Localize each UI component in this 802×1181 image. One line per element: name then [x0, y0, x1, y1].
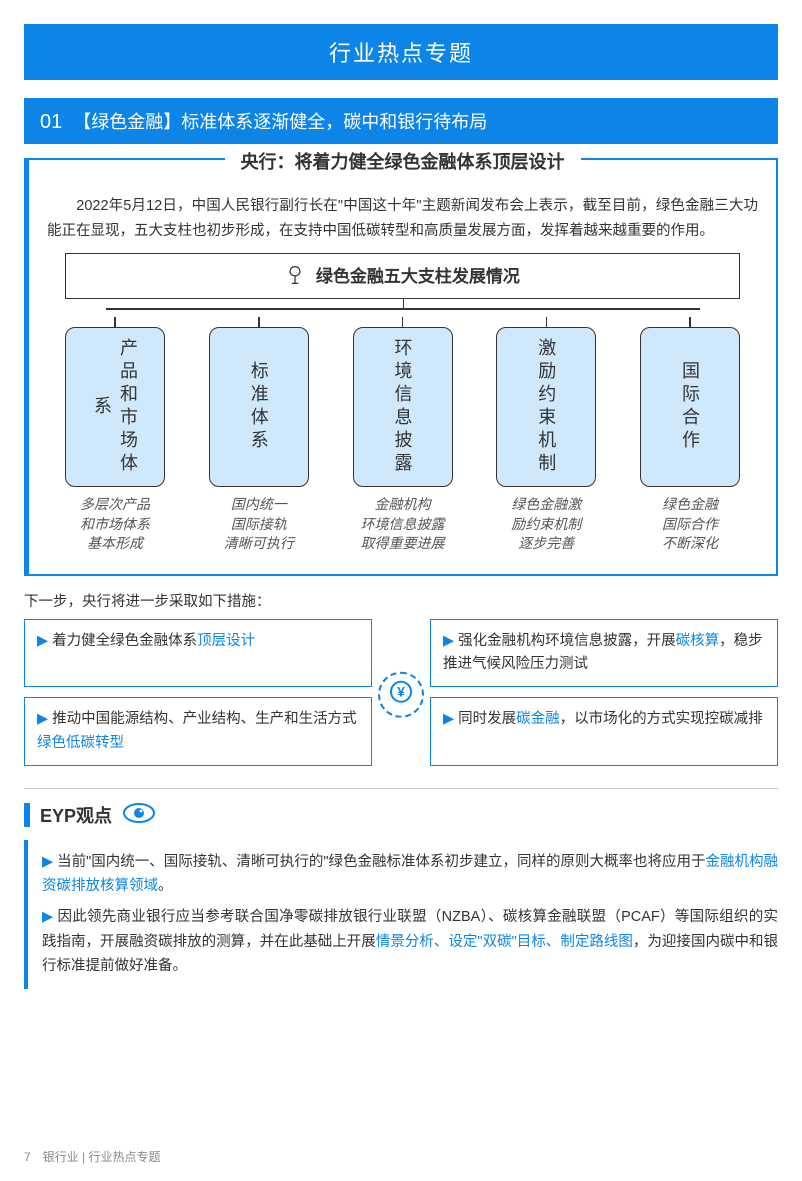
pillar-column: 产品和市场体系多层次产品和市场体系基本形成 [65, 317, 165, 554]
section-title: 标准体系逐渐健全，碳中和银行待布局 [181, 112, 487, 132]
pillar-box: 环境信息披露 [353, 327, 453, 487]
pillars-header: 绿色金融五大支柱发展情况 [65, 253, 740, 299]
pillar-name: 激励约束机制 [533, 338, 559, 476]
bullet-arrow-icon: ▶ [42, 854, 53, 870]
pillar-name: 产品和市场体系 [89, 328, 141, 486]
connector-lines [65, 299, 740, 317]
next-step-label: 下一步，央行将进一步采取如下措施： [24, 590, 778, 611]
eyp-point: ▶因此领先商业银行应当参考联合国净零碳排放银行业联盟（NZBA）、碳核算金融联盟… [42, 905, 778, 979]
measure-highlight: 顶层设计 [197, 633, 255, 649]
measure-highlight: 碳金融 [516, 711, 560, 727]
pillar-desc: 绿色金融国际合作不断深化 [640, 495, 740, 554]
eyp-pre: 当前"国内统一、国际接轨、清晰可执行的"绿色金融标准体系初步建立，同样的原则大概… [57, 854, 705, 870]
footer-label: 银行业 | 行业热点专题 [43, 1150, 161, 1164]
pillar-box: 激励约束机制 [496, 327, 596, 487]
eyp-header: EYP观点 [24, 801, 778, 830]
measure-highlight: 碳核算 [676, 633, 720, 649]
pillar-column: 环境信息披露金融机构环境信息披露取得重要进展 [353, 317, 453, 554]
measure-item: ▶强化金融机构环境信息披露，开展碳核算，稳步推进气候风险压力测试 [430, 619, 778, 687]
pillar-desc: 国内统一国际接轨清晰可执行 [209, 495, 309, 554]
eyp-point: ▶当前"国内统一、国际接轨、清晰可执行的"绿色金融标准体系初步建立，同样的原则大… [42, 850, 778, 899]
pillar-column: 激励约束机制绿色金融激励约束机制逐步完善 [496, 317, 596, 554]
eye-icon [122, 801, 156, 830]
pillar-box: 产品和市场体系 [65, 327, 165, 487]
pillar-desc: 绿色金融激励约束机制逐步完善 [496, 495, 596, 554]
pillars-header-text: 绿色金融五大支柱发展情况 [316, 267, 520, 286]
pillar-name: 环境信息披露 [390, 338, 416, 476]
measure-post: ，以市场化的方式实现控碳减排 [560, 711, 763, 727]
bullet-arrow-icon: ▶ [443, 633, 454, 649]
pillars-row: 产品和市场体系多层次产品和市场体系基本形成标准体系国内统一国际接轨清晰可执行环境… [65, 317, 740, 554]
bullet-arrow-icon: ▶ [37, 711, 48, 727]
center-badge: ¥ [378, 672, 424, 718]
bullet-arrow-icon: ▶ [443, 711, 454, 727]
intro-paragraph: 2022年5月12日，中国人民银行副行长在"中国这十年"主题新闻发布会上表示，截… [47, 194, 758, 243]
measure-item: ▶推动中国能源结构、产业结构、生产和生活方式绿色低碳转型 [24, 697, 372, 765]
yen-icon: ¥ [387, 678, 415, 712]
bullet-arrow-icon: ▶ [37, 633, 48, 649]
section-number: 01 [40, 111, 62, 133]
measure-pre: 推动中国能源结构、产业结构、生产和生活方式 [52, 711, 357, 727]
pillar-name: 国际合作 [677, 361, 703, 453]
eyp-post: 。 [158, 878, 173, 894]
measure-highlight: 绿色低碳转型 [37, 735, 124, 751]
eyp-bar [24, 803, 30, 827]
pillar-desc: 多层次产品和市场体系基本形成 [65, 495, 165, 554]
section-tag: 【绿色金融】 [73, 112, 181, 132]
measure-item: ▶同时发展碳金融，以市场化的方式实现控碳减排 [430, 697, 778, 765]
measure-item: ▶着力健全绿色金融体系顶层设计 [24, 619, 372, 687]
pillar-column: 国际合作绿色金融国际合作不断深化 [640, 317, 740, 554]
pillar-column: 标准体系国内统一国际接轨清晰可执行 [209, 317, 309, 554]
eyp-highlight: 情景分析、设定"双碳"目标、制定路线图 [376, 934, 633, 950]
content-box: 央行：将着力健全绿色金融体系顶层设计 2022年5月12日，中国人民银行副行长在… [24, 158, 778, 576]
divider [24, 788, 778, 789]
eyp-points: ▶当前"国内统一、国际接轨、清晰可执行的"绿色金融标准体系初步建立，同样的原则大… [24, 840, 778, 989]
measure-pre: 同时发展 [458, 711, 516, 727]
page-header: 行业热点专题 [24, 24, 778, 80]
pillar-box: 国际合作 [640, 327, 740, 487]
eyp-title: EYP观点 [40, 802, 112, 828]
page-title: 行业热点专题 [329, 41, 473, 66]
bullet-arrow-icon: ▶ [42, 909, 53, 925]
svg-text:¥: ¥ [397, 684, 405, 700]
box-title: 央行：将着力健全绿色金融体系顶层设计 [225, 148, 581, 174]
plant-icon [285, 265, 305, 290]
pillar-box: 标准体系 [209, 327, 309, 487]
measures-grid: ¥ ▶着力健全绿色金融体系顶层设计▶强化金融机构环境信息披露，开展碳核算，稳步推… [24, 619, 778, 776]
measure-pre: 着力健全绿色金融体系 [52, 633, 197, 649]
measure-pre: 强化金融机构环境信息披露，开展 [458, 633, 676, 649]
pillar-name: 标准体系 [246, 361, 272, 453]
pillar-desc: 金融机构环境信息披露取得重要进展 [353, 495, 453, 554]
section-header: 01 【绿色金融】标准体系逐渐健全，碳中和银行待布局 [24, 98, 778, 144]
footer-page: 7 [24, 1150, 31, 1164]
